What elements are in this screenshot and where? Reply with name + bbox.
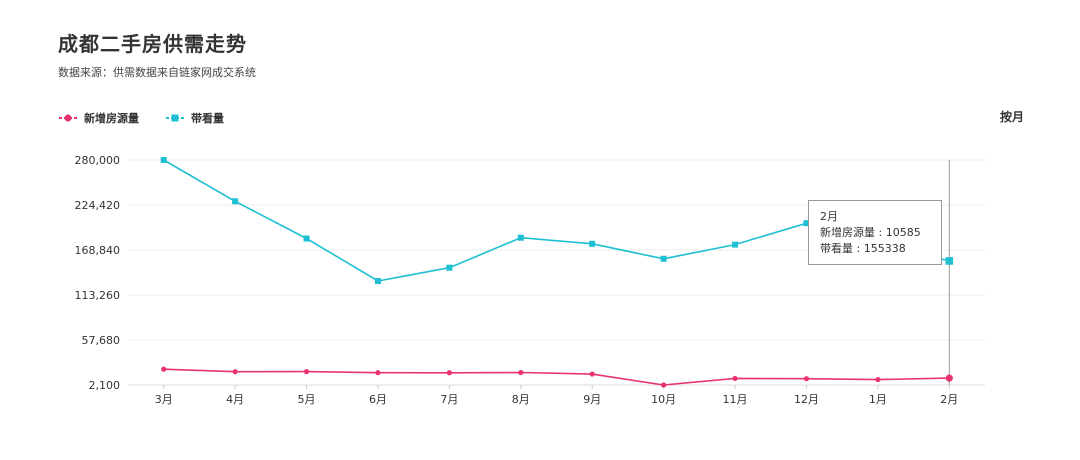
- x-tick-label: 12月: [794, 393, 819, 406]
- x-tick-label: 9月: [583, 393, 601, 406]
- legend-item-new-listings[interactable]: 新增房源量: [58, 110, 139, 126]
- chart-legend: 新增房源量 带看量: [58, 110, 224, 126]
- data-point: [446, 370, 452, 376]
- data-point: [161, 366, 167, 372]
- x-tick-label: 10月: [651, 393, 676, 406]
- data-point: [518, 369, 524, 376]
- y-tick-label: 2,100: [89, 379, 121, 392]
- x-tick-label: 5月: [298, 393, 316, 406]
- y-tick-label: 280,000: [75, 154, 121, 167]
- tooltip-new-listings: 新增房源量 : 10585: [820, 226, 921, 239]
- chart-tooltip: 2月 新增房源量 : 10585 带看量 : 155338: [808, 200, 942, 265]
- x-tick-label: 2月: [940, 393, 958, 406]
- x-tick-label: 6月: [369, 393, 387, 406]
- y-tick-label: 224,420: [75, 199, 121, 212]
- tooltip-month: 2月: [820, 210, 838, 223]
- x-tick-label: 8月: [512, 393, 530, 406]
- x-tick-label: 3月: [155, 393, 173, 406]
- data-point: [945, 257, 954, 265]
- x-tick-label: 11月: [723, 393, 748, 406]
- legend-label-viewings: 带看量: [191, 112, 224, 125]
- data-point: [732, 375, 738, 382]
- data-point: [303, 235, 310, 242]
- data-point: [303, 369, 310, 375]
- data-point: [232, 198, 239, 205]
- monthly-toggle-button[interactable]: 按月: [999, 110, 1024, 124]
- data-point: [875, 376, 881, 383]
- data-point: [803, 220, 810, 227]
- legend-label-new-listings: 新增房源量: [84, 112, 139, 125]
- legend-square-marker-icon: [166, 114, 184, 122]
- legend-circle-marker-icon: [59, 114, 77, 122]
- data-point: [661, 382, 667, 388]
- data-point: [374, 278, 381, 285]
- data-point: [232, 369, 238, 375]
- data-point: [375, 370, 381, 376]
- data-point: [945, 374, 953, 382]
- x-tick-label: 4月: [226, 393, 244, 406]
- data-point: [446, 264, 453, 271]
- y-tick-label: 57,680: [82, 334, 121, 347]
- series-line-0: [163, 368, 950, 386]
- data-point: [589, 371, 595, 377]
- x-tick-label: 1月: [869, 393, 887, 406]
- tooltip-viewings: 带看量 : 155338: [820, 242, 906, 255]
- legend-item-viewings[interactable]: 带看量: [165, 110, 224, 126]
- data-point: [517, 234, 524, 241]
- data-point: [660, 255, 667, 262]
- data-point: [732, 241, 739, 248]
- y-tick-label: 168,840: [75, 244, 121, 257]
- data-point: [803, 376, 810, 382]
- chart-subtitle: 数据来源：供需数据来自链家网成交系统: [58, 66, 256, 79]
- chart-title: 成都二手房供需走势: [58, 32, 247, 56]
- data-point: [589, 240, 596, 247]
- y-tick-label: 113,260: [75, 289, 121, 302]
- x-tick-label: 7月: [440, 393, 458, 406]
- data-point: [160, 157, 167, 163]
